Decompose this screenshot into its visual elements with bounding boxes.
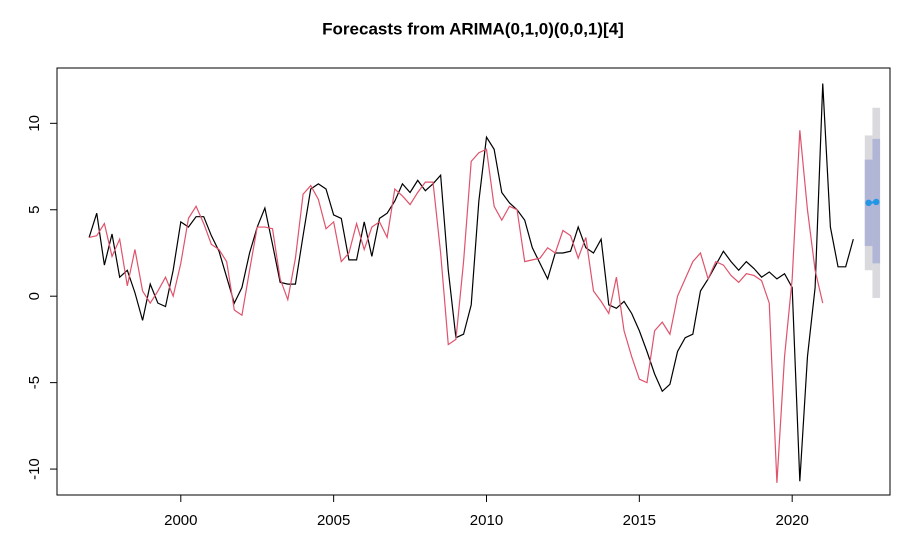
y-tick-label: -5 xyxy=(26,376,43,389)
forecast-point xyxy=(873,198,880,206)
series-line xyxy=(88,130,824,483)
y-tick-label: -10 xyxy=(26,458,43,480)
forecast-point xyxy=(865,199,872,207)
plot-frame xyxy=(56,67,891,496)
x-tick-label: 2005 xyxy=(317,512,350,529)
x-tick-label: 2000 xyxy=(164,512,197,529)
y-tick-label: 10 xyxy=(26,115,43,132)
y-tick-label: 0 xyxy=(26,292,43,300)
x-tick-label: 2015 xyxy=(623,512,656,529)
x-tick-label: 2020 xyxy=(775,512,808,529)
y-tick-label: 5 xyxy=(26,206,43,214)
chart-title: Forecasts from ARIMA(0,1,0)(0,0,1)[4] xyxy=(322,19,624,38)
x-tick-label: 2010 xyxy=(470,512,503,529)
series-line xyxy=(88,83,854,482)
